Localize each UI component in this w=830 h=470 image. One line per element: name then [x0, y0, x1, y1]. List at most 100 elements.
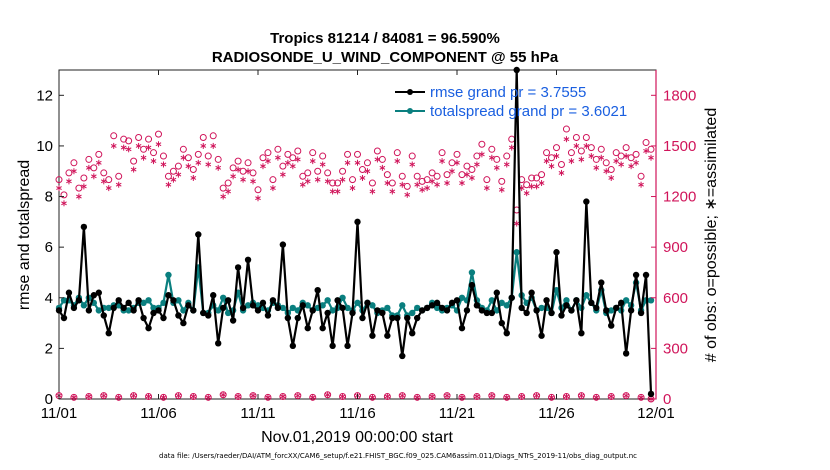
obs-assimilated-low-point: [638, 394, 644, 401]
rmse-point: [518, 304, 525, 312]
obs-star-stroke: [265, 159, 271, 164]
legend-rmse-label: rmse grand pr = 3.7555: [430, 84, 586, 101]
obs-assimilated-point: [399, 181, 406, 188]
obs-possible-point: [468, 166, 476, 174]
obs-star-stroke: [464, 172, 470, 177]
rmse-point: [583, 198, 590, 205]
rmse-point: [334, 297, 341, 304]
totalspread-point: [339, 294, 346, 301]
rmse-point: [244, 256, 252, 264]
obs-possible-point: [632, 150, 640, 158]
obs-assimilated-point: [493, 164, 500, 171]
obs-star-stroke: [379, 165, 386, 170]
obs-star-stroke: [399, 393, 406, 398]
rmse-point: [259, 299, 267, 307]
obs-assimilated-point: [309, 158, 316, 165]
obs-star-stroke: [155, 142, 162, 147]
rmse-point: [453, 297, 461, 304]
rmse-point: [175, 312, 182, 319]
obs-star-stroke: [369, 395, 376, 400]
rmse-point: [95, 289, 103, 296]
obs-star-stroke: [459, 181, 465, 185]
obs-possible-point: [612, 149, 620, 157]
rmse-point: [617, 299, 625, 307]
obs-star-stroke: [339, 394, 346, 399]
obs-assimilated-low-point: [145, 393, 152, 400]
obs-assimilated-point: [404, 191, 411, 198]
obs-star-stroke: [563, 394, 570, 399]
obs-assimilated-low-point: [369, 394, 376, 401]
obs-assimilated-point: [284, 159, 291, 166]
rmse-point: [344, 342, 351, 350]
obs-assimilated-point: [115, 181, 122, 188]
obs-possible-point: [130, 157, 138, 165]
totalspread-point: [244, 302, 252, 309]
rmse-point: [90, 292, 98, 299]
obs-possible-point: [150, 149, 158, 157]
obs-possible-point: [135, 133, 143, 141]
obs-possible-point: [543, 149, 551, 157]
obs-possible-point: [533, 174, 541, 182]
obs-assimilated-point: [230, 173, 236, 180]
rmse-point: [120, 304, 127, 312]
obs-possible-point: [622, 144, 630, 152]
obs-star-stroke: [180, 155, 187, 160]
totalspread-point: [414, 304, 421, 312]
x-axis-label: Nov.01,2019 00:00:00 start: [261, 429, 453, 446]
obs-star-stroke: [384, 181, 391, 185]
obs-star-stroke: [66, 179, 72, 184]
obs-assimilated-low-point: [459, 394, 465, 401]
rmse-point: [632, 271, 640, 279]
obs-assimilated-point: [145, 144, 152, 151]
x-tick-label: 11/21: [439, 405, 475, 422]
obs-possible-point: [577, 147, 585, 155]
rmse-point: [423, 304, 431, 312]
rmse-point: [200, 309, 207, 317]
obs-possible-point: [100, 169, 108, 177]
obs-assimilated-point: [638, 181, 644, 188]
rmse-point: [374, 307, 381, 314]
obs-possible-point: [354, 150, 361, 158]
rmse-point: [448, 299, 456, 307]
obs-possible-point: [159, 152, 167, 160]
obs-assimilated-low-point: [503, 394, 510, 401]
obs-star-stroke: [265, 395, 271, 400]
obs-assimilated-low-point: [488, 392, 495, 399]
obs-assimilated-point: [479, 151, 485, 158]
obs-assimilated-point: [100, 178, 107, 185]
rmse-point: [115, 297, 122, 304]
totalspread-point: [60, 297, 68, 304]
obs-possible-point: [254, 186, 262, 194]
totalspread-point: [433, 304, 441, 312]
obs-star-stroke: [429, 179, 435, 184]
rmse-point: [438, 304, 446, 312]
obs-possible-point: [60, 191, 68, 199]
obs-assimilated-point: [299, 181, 306, 188]
obs-assimilated-low-point: [414, 394, 421, 401]
rmse-point: [458, 324, 466, 332]
obs-star-stroke: [145, 394, 152, 399]
obs-star-stroke: [225, 189, 232, 194]
obs-assimilated-low-point: [593, 394, 600, 401]
obs-possible-point: [145, 135, 153, 143]
obs-assimilated-point: [379, 164, 386, 171]
obs-star-stroke: [339, 177, 346, 182]
obs-possible-point: [164, 172, 172, 180]
obs-possible-point: [528, 174, 536, 182]
totalspread-point: [304, 302, 311, 309]
obs-assimilated-point: [185, 163, 192, 170]
rmse-point: [538, 332, 545, 339]
obs-possible-point: [597, 145, 605, 153]
rmse-point: [563, 302, 570, 309]
rmse-point: [493, 289, 500, 296]
obs-assimilated-point: [66, 178, 72, 185]
obs-possible-point: [95, 150, 103, 158]
obs-star-stroke: [394, 159, 401, 164]
y2-tick-label: 1500: [663, 138, 696, 155]
obs-possible-point: [448, 159, 456, 167]
obs-star-stroke: [130, 167, 137, 172]
obs-possible-point: [179, 145, 187, 153]
totalspread-point: [219, 294, 227, 301]
obs-star-stroke: [483, 186, 490, 191]
rmse-point: [404, 314, 411, 322]
